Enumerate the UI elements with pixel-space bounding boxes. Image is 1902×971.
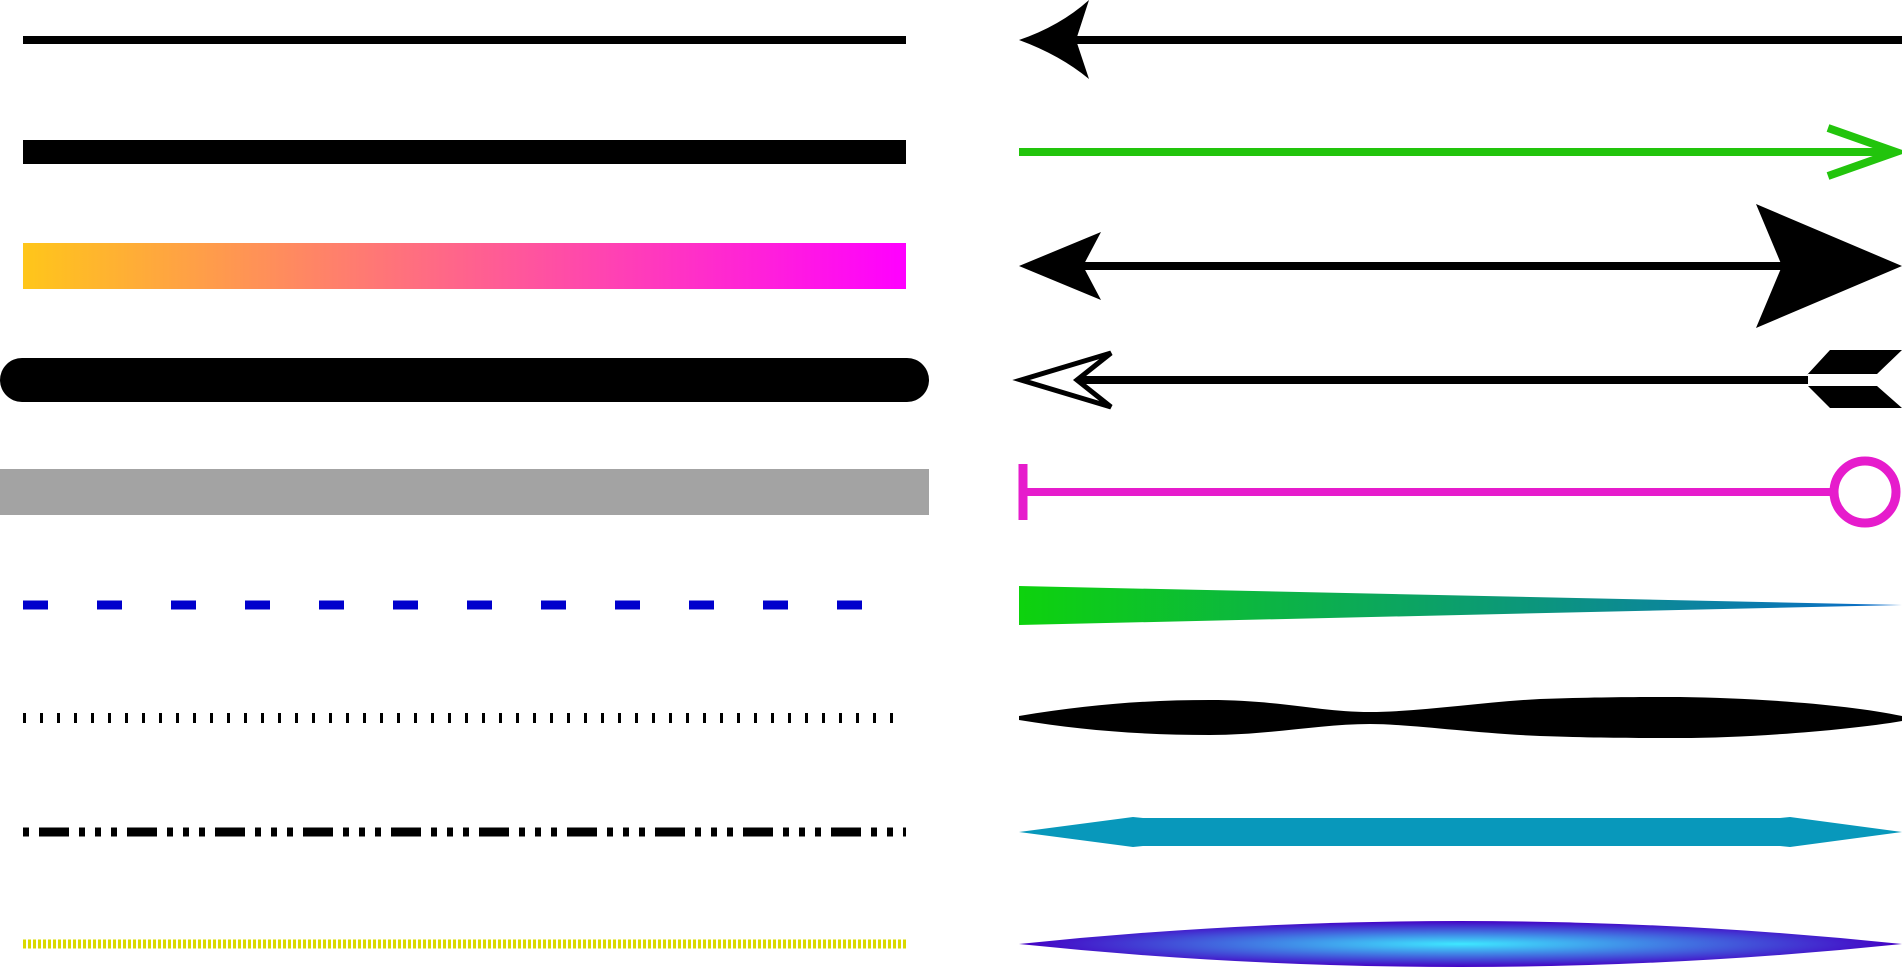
teal-pointed-ribbon <box>1019 817 1902 847</box>
bar-to-circle-line <box>1018 456 1901 528</box>
left-column <box>0 36 929 949</box>
tapered-gradient-stroke <box>1019 586 1902 625</box>
right-column <box>1012 0 1902 967</box>
right-arrowhead-icon <box>1756 204 1902 328</box>
swallowtail-arrowhead-icon <box>1019 0 1089 79</box>
gradient-orange-magenta-line <box>23 243 906 289</box>
swallowtail-arrow-left <box>1019 0 1902 79</box>
gray-wide-line <box>0 469 929 515</box>
double-headed-arrow <box>1019 204 1902 328</box>
green-open-arrow-right <box>1019 124 1902 180</box>
open-arrowhead-icon <box>1826 124 1902 180</box>
radial-gradient-lens <box>1019 921 1902 967</box>
fletching-top-icon <box>1806 350 1902 376</box>
circle-end-marker-icon <box>1829 456 1901 528</box>
feathered-arrow <box>1012 350 1902 410</box>
wavy-variable-width-stroke <box>1019 697 1902 738</box>
hollow-arrowhead-icon <box>1012 350 1113 410</box>
fletching-bottom-icon <box>1806 384 1902 408</box>
left-arrowhead-icon <box>1019 232 1101 300</box>
